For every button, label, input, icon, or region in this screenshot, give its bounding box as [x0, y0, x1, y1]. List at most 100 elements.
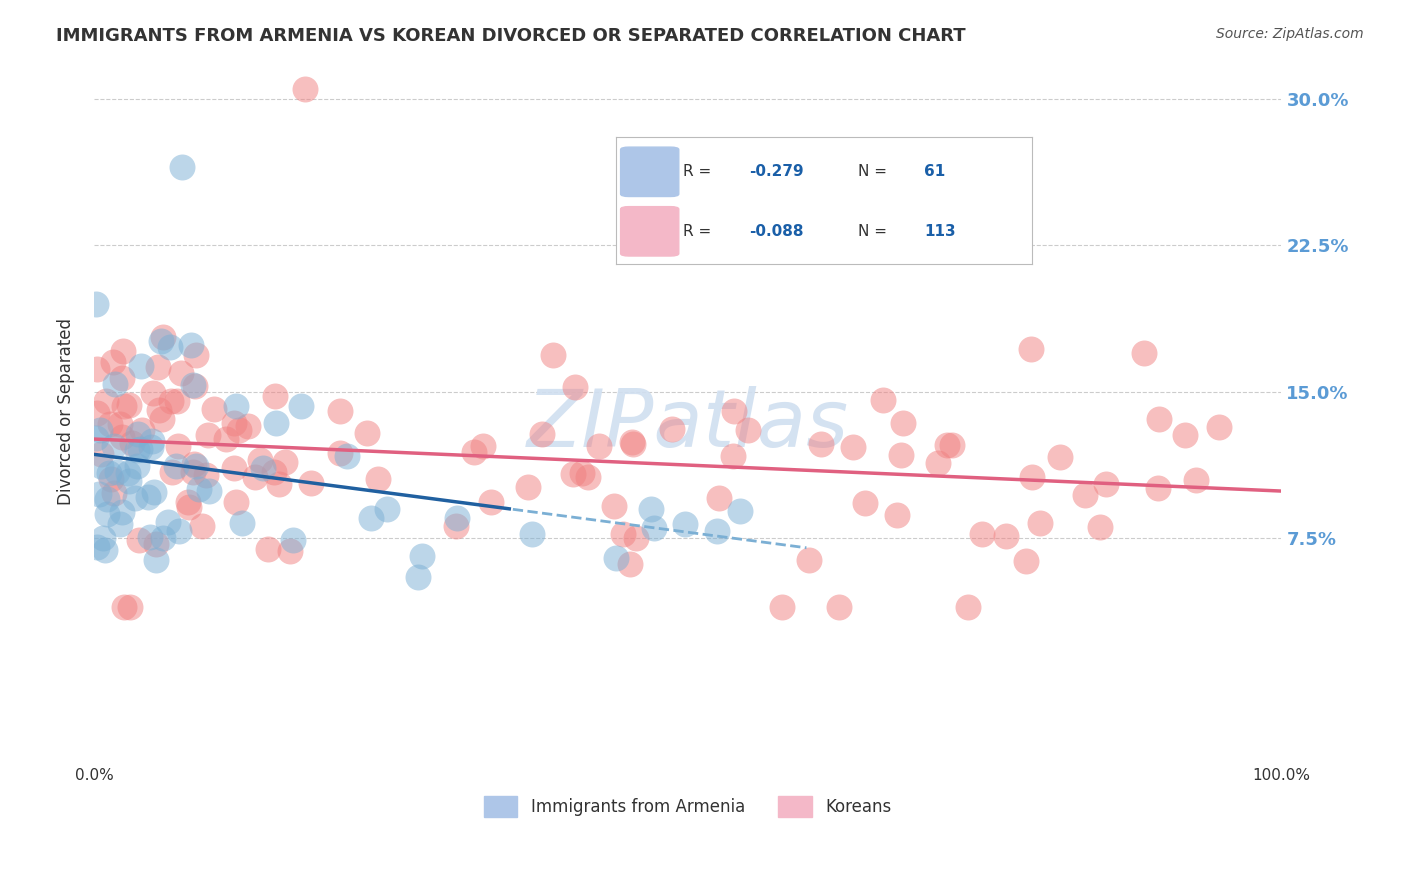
- Point: [131, 424, 153, 438]
- Point: [263, 465, 285, 479]
- Point: [91, 531, 114, 545]
- Point: [706, 524, 728, 538]
- Point: [111, 371, 134, 385]
- Point: [127, 426, 149, 441]
- Point: [100, 472, 122, 486]
- Point: [108, 417, 131, 432]
- Point: [184, 379, 207, 393]
- Point: [86, 361, 108, 376]
- Point: [231, 516, 253, 530]
- Point: [177, 500, 200, 514]
- Point: [105, 466, 128, 480]
- Point: [170, 160, 193, 174]
- Point: [191, 518, 214, 533]
- Point: [125, 458, 148, 473]
- Point: [1088, 519, 1111, 533]
- Point: [872, 393, 894, 408]
- Point: [290, 399, 312, 413]
- Point: [238, 419, 260, 434]
- Point: [184, 348, 207, 362]
- Point: [101, 355, 124, 369]
- Point: [184, 459, 207, 474]
- Point: [224, 416, 246, 430]
- Point: [842, 440, 865, 454]
- Point: [96, 507, 118, 521]
- Point: [256, 541, 278, 556]
- Point: [723, 403, 745, 417]
- Point: [90, 447, 112, 461]
- Point: [159, 340, 181, 354]
- Point: [89, 487, 111, 501]
- Point: [444, 519, 467, 533]
- Point: [479, 495, 502, 509]
- Point: [564, 380, 586, 394]
- Point: [1029, 516, 1052, 531]
- Point: [202, 402, 225, 417]
- Point: [1049, 450, 1071, 464]
- Point: [183, 378, 205, 392]
- Point: [375, 501, 398, 516]
- Point: [612, 527, 634, 541]
- Point: [605, 550, 627, 565]
- Point: [94, 542, 117, 557]
- Point: [111, 506, 134, 520]
- Point: [142, 385, 165, 400]
- Point: [531, 427, 554, 442]
- Point: [941, 438, 963, 452]
- Point: [561, 467, 583, 481]
- Point: [148, 403, 170, 417]
- Point: [86, 541, 108, 555]
- Point: [623, 437, 645, 451]
- Y-axis label: Divorced or Separated: Divorced or Separated: [58, 318, 75, 505]
- Point: [215, 432, 238, 446]
- Point: [673, 517, 696, 532]
- Point: [225, 399, 247, 413]
- Point: [855, 496, 877, 510]
- Point: [356, 426, 378, 441]
- Point: [411, 549, 433, 563]
- Point: [1208, 419, 1230, 434]
- Point: [183, 457, 205, 471]
- Point: [98, 417, 121, 431]
- Point: [94, 393, 117, 408]
- Point: [183, 465, 205, 479]
- Point: [1185, 474, 1208, 488]
- Point: [169, 366, 191, 380]
- Point: [108, 517, 131, 532]
- Point: [225, 494, 247, 508]
- Point: [360, 511, 382, 525]
- Point: [89, 423, 111, 437]
- Point: [329, 404, 352, 418]
- Point: [176, 495, 198, 509]
- Point: [228, 423, 250, 437]
- Point: [994, 529, 1017, 543]
- Point: [165, 459, 187, 474]
- Point: [252, 460, 274, 475]
- Point: [112, 399, 135, 413]
- Point: [957, 599, 980, 614]
- Point: [103, 439, 125, 453]
- Point: [194, 468, 217, 483]
- Point: [621, 434, 644, 449]
- Point: [588, 439, 610, 453]
- Point: [891, 416, 914, 430]
- Point: [603, 499, 626, 513]
- Point: [446, 510, 468, 524]
- Point: [167, 439, 190, 453]
- Point: [1019, 342, 1042, 356]
- Point: [198, 483, 221, 498]
- Point: [406, 570, 429, 584]
- Point: [890, 448, 912, 462]
- Point: [1133, 346, 1156, 360]
- Point: [117, 466, 139, 480]
- Point: [299, 475, 322, 490]
- Point: [160, 394, 183, 409]
- Point: [98, 466, 121, 480]
- Point: [640, 502, 662, 516]
- Point: [111, 344, 134, 359]
- Point: [927, 456, 949, 470]
- Point: [145, 537, 167, 551]
- Point: [329, 446, 352, 460]
- Point: [1147, 481, 1170, 495]
- Point: [770, 599, 793, 614]
